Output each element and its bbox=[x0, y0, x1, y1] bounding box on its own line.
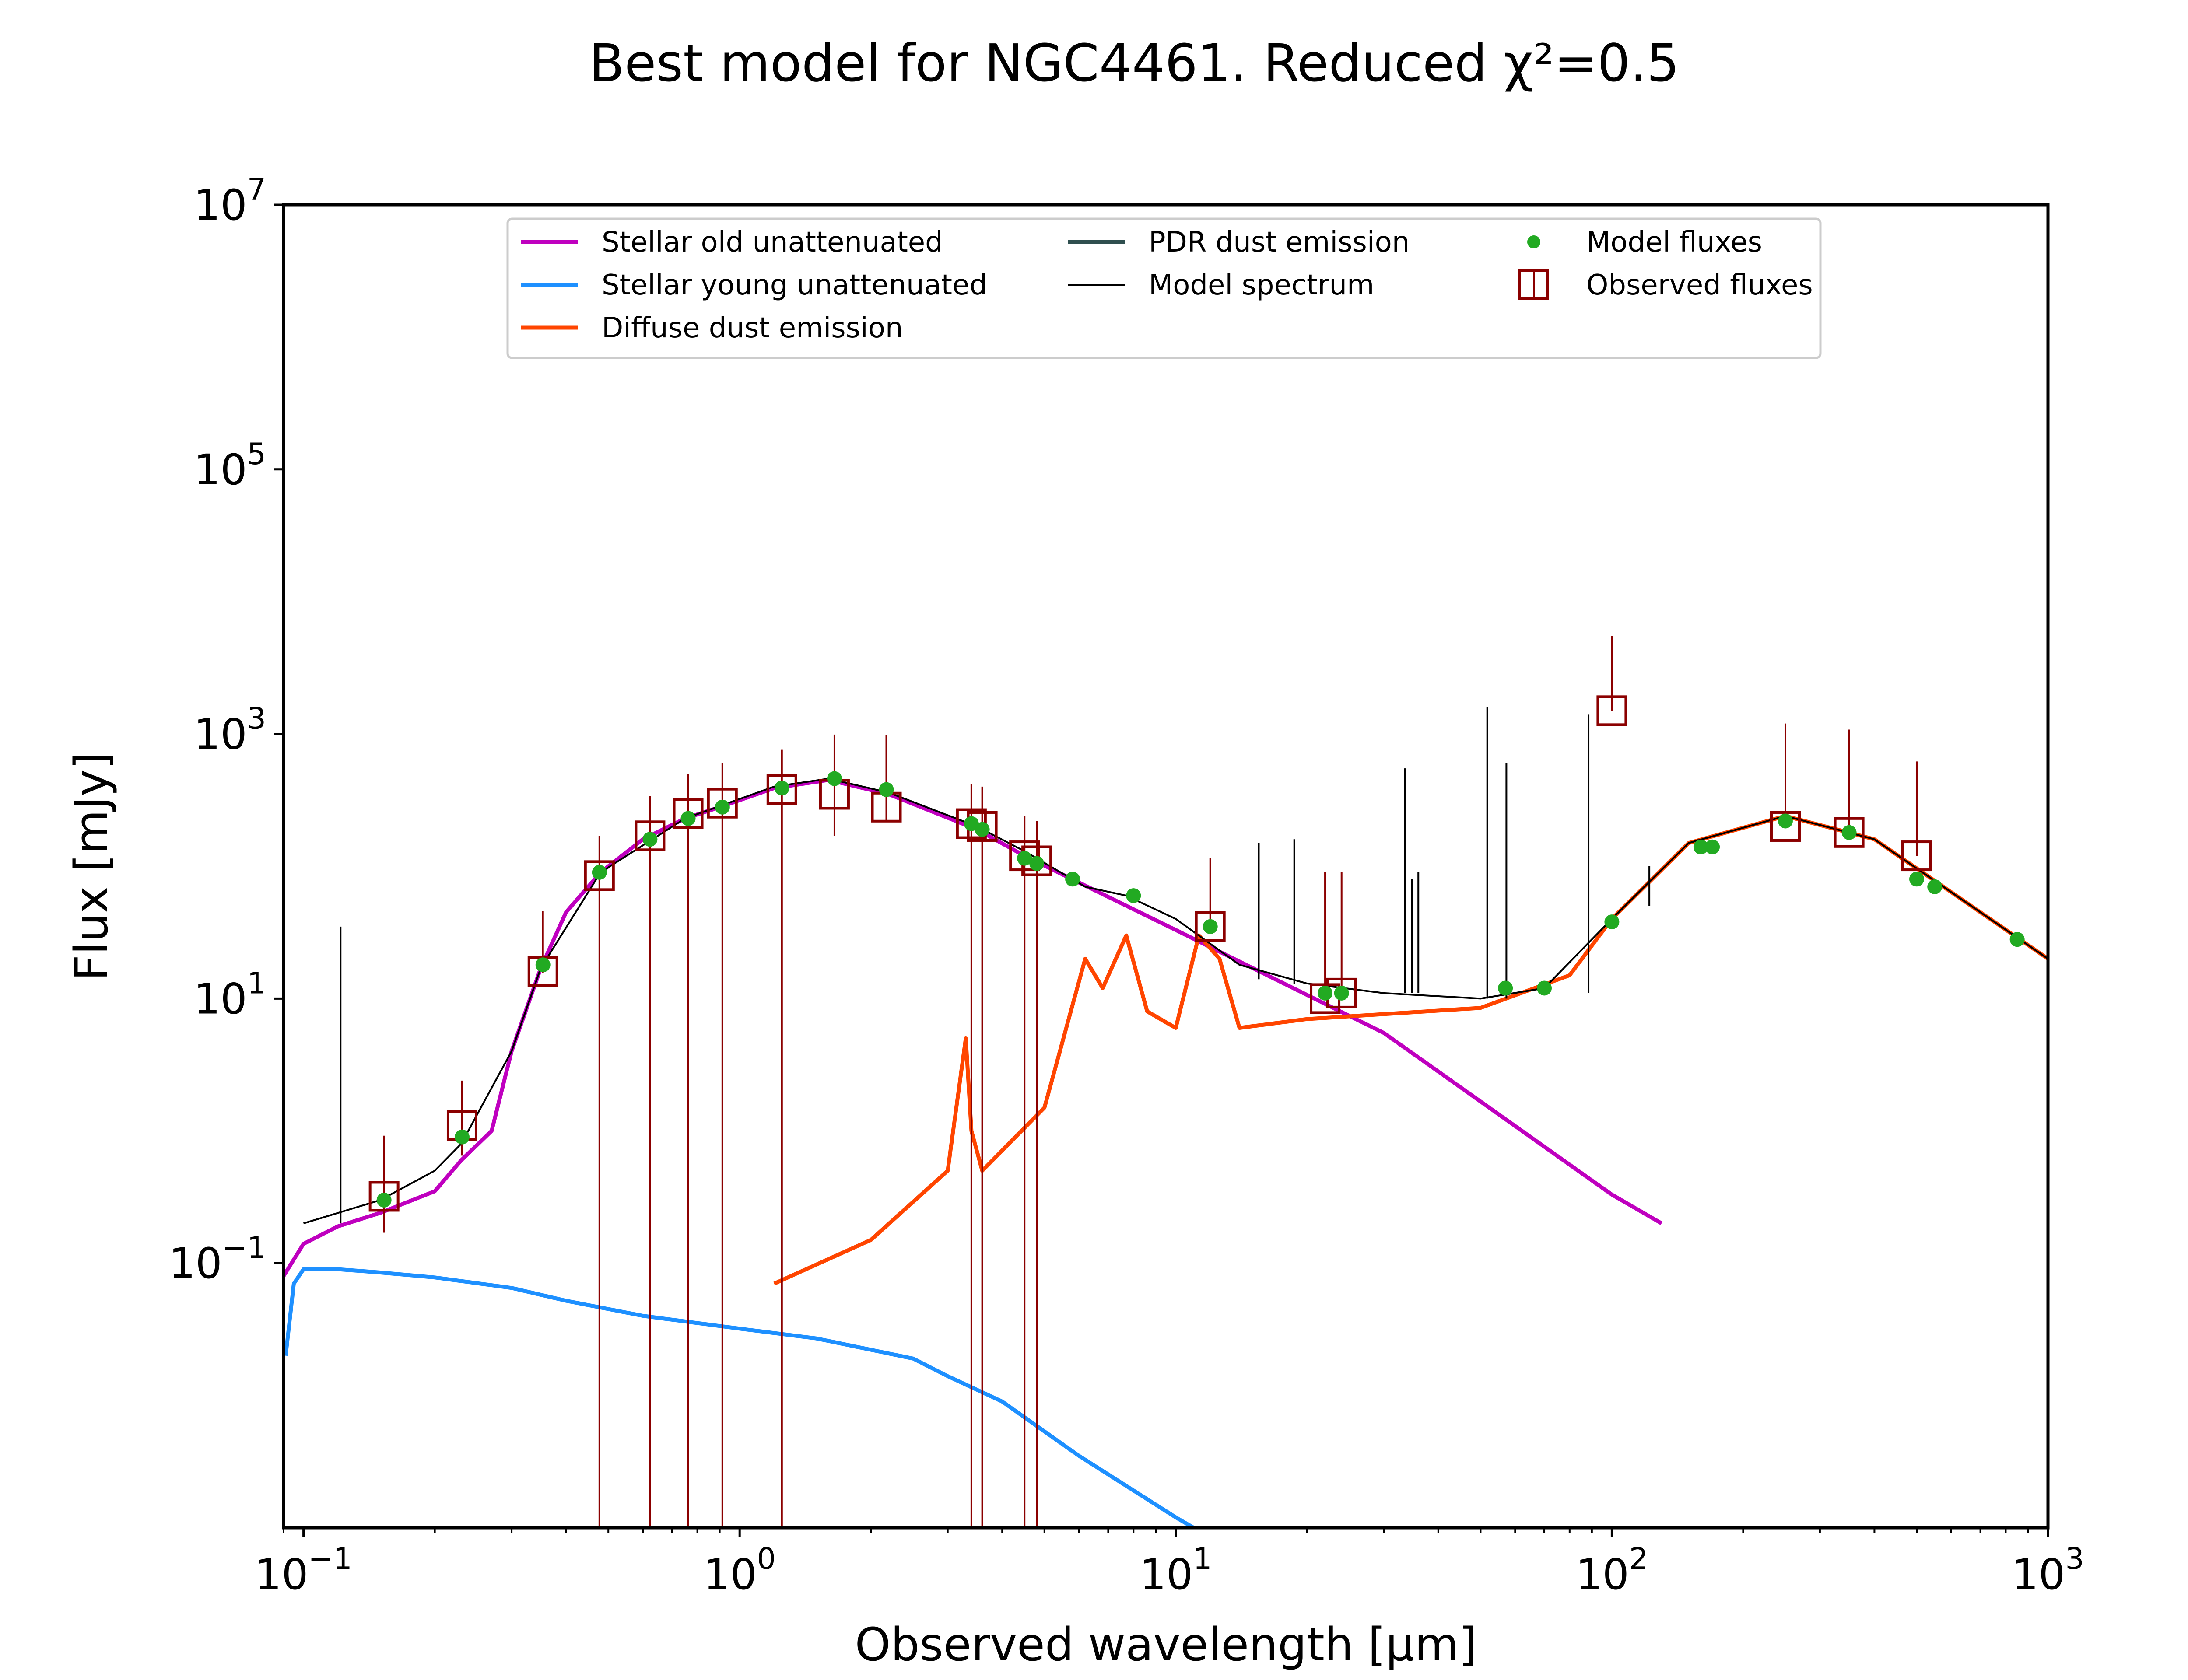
legend-item-pdr-dust-emission: PDR dust emission bbox=[1068, 226, 1410, 259]
x-axis-label: Observed wavelength [μm] bbox=[855, 1618, 1477, 1671]
x-tick-label: 100 bbox=[703, 1542, 775, 1599]
model-flux-point bbox=[1017, 850, 1032, 866]
model-flux-point bbox=[715, 799, 730, 815]
model-flux-point bbox=[592, 864, 607, 880]
marker-layer bbox=[368, 636, 2025, 1528]
model-flux-point bbox=[1498, 980, 1513, 996]
observed-flux-marker bbox=[707, 788, 738, 819]
model-flux-point bbox=[680, 811, 696, 826]
legend-item-model-spectrum: Model spectrum bbox=[1068, 269, 1374, 301]
model-flux-point bbox=[1065, 872, 1080, 887]
observed-flux-marker bbox=[1009, 840, 1040, 872]
model-flux-point bbox=[2009, 932, 2025, 947]
model-flux-point bbox=[827, 771, 842, 786]
observed-flux-marker bbox=[1901, 840, 1932, 872]
model-flux-point bbox=[1778, 813, 1793, 829]
x-tick-label: 10−1 bbox=[255, 1542, 352, 1599]
series-line-model-spectrum bbox=[303, 777, 2048, 1225]
legend-item-observed-fluxes: Observed fluxes bbox=[1518, 269, 1813, 301]
legend-frame bbox=[506, 217, 1822, 359]
model-flux-point bbox=[1334, 985, 1349, 1001]
model-flux-point bbox=[1705, 839, 1720, 854]
legend-swatch bbox=[1527, 235, 1540, 248]
observed-flux-marker bbox=[673, 798, 704, 829]
observed-flux-marker bbox=[1770, 811, 1801, 842]
legend: Stellar old unattenuated Stellar young un… bbox=[506, 217, 1822, 359]
model-flux-point bbox=[774, 780, 789, 796]
model-flux-point bbox=[1203, 919, 1218, 934]
series-layer bbox=[284, 707, 2048, 1528]
model-flux-point bbox=[1693, 839, 1708, 854]
legend-item-stellar-young-unattenuated: Stellar young unattenuated bbox=[521, 269, 987, 301]
legend-label: Diffuse dust emission bbox=[602, 312, 903, 344]
model-flux-point bbox=[1318, 985, 1333, 1001]
legend-item-diffuse-dust-emission: Diffuse dust emission bbox=[521, 312, 903, 344]
chart-title: Best model for NGC4461. Reduced χ²=0.5 bbox=[589, 33, 1680, 93]
model-flux-point bbox=[1841, 825, 1857, 840]
legend-label: PDR dust emission bbox=[1149, 226, 1410, 259]
model-flux-point bbox=[376, 1192, 392, 1208]
y-tick-label: 105 bbox=[194, 437, 266, 494]
model-flux-point bbox=[1604, 914, 1620, 930]
x-tick-label: 101 bbox=[1140, 1542, 1212, 1599]
legend-label: Stellar young unattenuated bbox=[602, 269, 987, 301]
x-tick-label: 102 bbox=[1576, 1542, 1648, 1599]
model-flux-point bbox=[535, 957, 551, 973]
legend-label: Stellar old unattenuated bbox=[602, 226, 943, 259]
legend-label: Observed fluxes bbox=[1586, 269, 1813, 301]
y-tick-label: 107 bbox=[194, 172, 266, 230]
y-tick-label: 10−1 bbox=[169, 1231, 266, 1288]
x-tick-label: 103 bbox=[2012, 1542, 2084, 1599]
model-flux-point bbox=[1927, 879, 1943, 894]
observed-flux-marker bbox=[368, 1181, 400, 1212]
observed-flux-marker bbox=[584, 860, 615, 891]
model-flux-point bbox=[454, 1129, 470, 1144]
model-flux-point bbox=[1909, 872, 1924, 887]
legend-item-stellar-old-unattenuated: Stellar old unattenuated bbox=[521, 226, 943, 259]
model-flux-point bbox=[975, 822, 990, 837]
observed-flux-marker bbox=[766, 774, 797, 805]
model-flux-point bbox=[1029, 856, 1045, 871]
model-flux-point bbox=[1126, 888, 1141, 903]
legend-item-model-fluxes: Model fluxes bbox=[1527, 226, 1762, 259]
legend-label: Model spectrum bbox=[1149, 269, 1374, 301]
model-flux-point bbox=[1537, 980, 1552, 996]
model-flux-point bbox=[879, 782, 894, 797]
observed-flux-marker bbox=[1834, 817, 1865, 848]
observed-flux-marker bbox=[1195, 911, 1226, 942]
y-tick-label: 101 bbox=[194, 966, 266, 1023]
observed-flux-marker bbox=[1596, 695, 1627, 726]
y-tick-label: 103 bbox=[194, 702, 266, 759]
observed-flux-marker bbox=[635, 820, 666, 851]
plot-frame bbox=[282, 203, 2050, 1530]
model-flux-point bbox=[642, 832, 658, 847]
tick-layer bbox=[274, 203, 2049, 1537]
legend-label: Model fluxes bbox=[1586, 226, 1762, 259]
series-line-stellar-old-unattenuated bbox=[284, 778, 1663, 1277]
ticklabel-layer: 10−1 100 101 102 103 10−1 101 103 105 107 bbox=[169, 172, 2084, 1599]
y-axis-label: Flux [mJy] bbox=[65, 752, 118, 981]
series-line-stellar-young-unattenuated bbox=[284, 1267, 1195, 1528]
